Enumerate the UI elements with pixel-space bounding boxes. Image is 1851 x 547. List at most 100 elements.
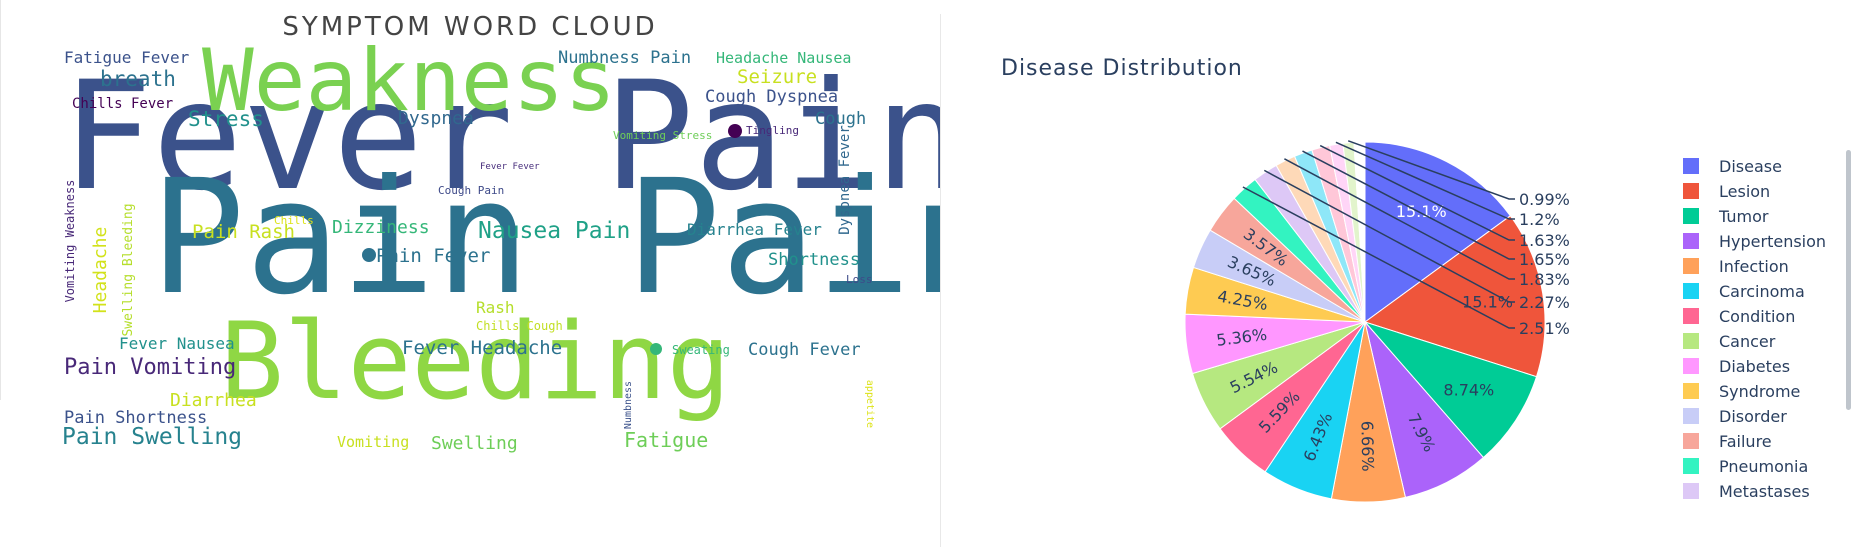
legend-label[interactable]: Syndrome: [1719, 382, 1800, 401]
pie-chart: 15.1%15.1%8.74%7.9%6.66%6.43%5.59%5.54%5…: [1184, 140, 1826, 503]
word-cloud-word: Dizziness: [332, 217, 430, 238]
legend-label[interactable]: Tumor: [1718, 207, 1769, 226]
pie-slice-label: 8.74%: [1443, 381, 1494, 400]
pie-slice[interactable]: [1363, 320, 1538, 459]
legend-swatch[interactable]: [1683, 333, 1699, 349]
legend-swatch[interactable]: [1683, 408, 1699, 424]
word-cloud-word: Dyspnea: [398, 108, 474, 129]
word-cloud-word: Tingling: [746, 124, 799, 137]
panel-divider: [940, 14, 941, 547]
word-cloud-dot: [650, 343, 662, 355]
legend-swatch[interactable]: [1683, 158, 1699, 174]
word-cloud-word: Fever Headache: [402, 337, 562, 359]
word-cloud-word: Vomiting Weakness: [63, 180, 77, 303]
word-cloud-word: Loss: [846, 273, 873, 286]
word-cloud-dot: [728, 124, 742, 138]
pie-chart-title: Disease Distribution: [1001, 56, 1243, 81]
word-cloud-word: Diarrhea: [170, 390, 257, 411]
word-cloud-word: Fever Pain: [62, 50, 940, 224]
legend-swatch[interactable]: [1683, 483, 1699, 499]
word-cloud-word: Chills Cough: [476, 319, 563, 333]
word-cloud-word: Cough Dyspnea: [705, 87, 838, 107]
legend-label[interactable]: Diabetes: [1719, 357, 1790, 376]
word-cloud-word: Fatigue: [624, 428, 708, 452]
word-cloud-word: Weakness: [202, 31, 616, 131]
legend-swatch[interactable]: [1683, 358, 1699, 374]
word-cloud-dot: [362, 248, 376, 262]
legend-label[interactable]: Metastases: [1719, 482, 1810, 501]
word-cloud-word: Cough: [815, 109, 866, 129]
legend-label[interactable]: Infection: [1719, 257, 1789, 276]
word-cloud-word: Chills: [274, 214, 314, 227]
pie-outside-label: 2.51%: [1519, 319, 1570, 338]
legend-swatch[interactable]: [1683, 283, 1699, 299]
pie-leader-line: [1335, 141, 1515, 220]
legend-label[interactable]: Carcinoma: [1719, 282, 1805, 301]
pie-outside-label: 0.99%: [1519, 190, 1570, 209]
legend-label[interactable]: Lesion: [1719, 182, 1770, 201]
legend-swatch[interactable]: [1683, 458, 1699, 474]
pie-leader-line: [1284, 158, 1515, 280]
legend-swatch[interactable]: [1683, 183, 1699, 199]
word-cloud-word: Shortness: [768, 250, 860, 270]
legend-swatch[interactable]: [1683, 383, 1699, 399]
wordcloud-panel: SYMPTOM WORD CLOUD Fever Pain Pain Pain We…: [0, 0, 940, 454]
word-cloud-word: Bleeding: [220, 300, 731, 423]
legend-swatch[interactable]: [1683, 233, 1699, 249]
word-cloud-word: Pain Pain: [150, 146, 940, 330]
pie-slice-label: 6.66%: [1357, 421, 1377, 472]
word-cloud-word: Fever Nausea: [119, 334, 235, 353]
word-cloud-word: Seizure: [737, 66, 817, 88]
word-cloud-word: Vomiting Stress: [613, 129, 712, 142]
pie-outside-label: 2.27%: [1519, 293, 1570, 312]
word-cloud-word: Rash: [476, 298, 515, 317]
word-cloud-word: Swelling: [431, 433, 518, 454]
legend-label[interactable]: Condition: [1719, 307, 1795, 326]
pie-slice-label: 15.1%: [1462, 293, 1513, 312]
pie-panel: Disease Distribution 15.1% 15.1% 8.74% 7.9%…: [941, 0, 1851, 547]
word-cloud-word: Pain Fever: [376, 245, 490, 267]
pie-leader-line: [1319, 144, 1515, 241]
word-cloud-word: Nausea Pain: [478, 218, 630, 244]
pie-leader-line: [1242, 186, 1515, 329]
word-cloud-word: Fever Fever: [480, 162, 540, 172]
scrollbar[interactable]: [1846, 150, 1851, 410]
legend-swatch[interactable]: [1683, 433, 1699, 449]
word-cloud-word: breath: [100, 67, 176, 91]
word-cloud-word: Numbness: [623, 381, 634, 429]
legend-label[interactable]: Pneumonia: [1719, 457, 1808, 476]
legend-swatch[interactable]: [1683, 308, 1699, 324]
legend-swatch[interactable]: [1683, 258, 1699, 274]
legend-label[interactable]: Failure: [1719, 432, 1772, 451]
pie-outside-label: 1.63%: [1519, 231, 1570, 250]
word-cloud-word: Dyspnea Fever: [837, 125, 853, 235]
word-cloud-word: Headache Nausea: [716, 49, 851, 67]
word-cloud-word: Headache: [90, 227, 111, 314]
pie-outside-label: 1.83%: [1519, 270, 1570, 289]
word-cloud-word: Cough Pain: [438, 184, 504, 197]
word-cloud-word: Chills Fever: [72, 96, 173, 112]
word-cloud-word: Diarrhea Fever: [687, 220, 822, 239]
pie-slice[interactable]: [1363, 215, 1546, 378]
word-cloud-word: appetite: [864, 380, 875, 428]
legend-label[interactable]: Cancer: [1719, 332, 1776, 351]
word-cloud-word: Vomiting: [337, 433, 409, 451]
pie-outside-label: 1.2%: [1519, 210, 1560, 229]
legend-label[interactable]: Hypertension: [1719, 232, 1826, 251]
word-cloud-word: Pain Swelling: [62, 424, 242, 450]
legend-swatch[interactable]: [1683, 208, 1699, 224]
legend-label[interactable]: Disease: [1719, 157, 1782, 176]
pie-outside-label: 1.65%: [1519, 250, 1570, 269]
word-cloud-word: Sweating: [672, 343, 730, 357]
wordcloud-title: SYMPTOM WORD CLOUD: [282, 12, 658, 42]
word-cloud-word: Pain Shortness: [64, 408, 207, 428]
pie-leader-line: [1302, 150, 1515, 260]
word-cloud-word: Pain Rash: [192, 221, 295, 243]
word-cloud-word: Swelling Bleeding: [121, 203, 136, 336]
panel-edge: [0, 0, 1, 400]
word-cloud-word: Pain Vomiting: [64, 355, 236, 380]
pie-leader-line: [1347, 140, 1515, 200]
word-cloud-word: Fatigue Fever: [64, 48, 190, 67]
legend-label[interactable]: Disorder: [1719, 407, 1787, 426]
